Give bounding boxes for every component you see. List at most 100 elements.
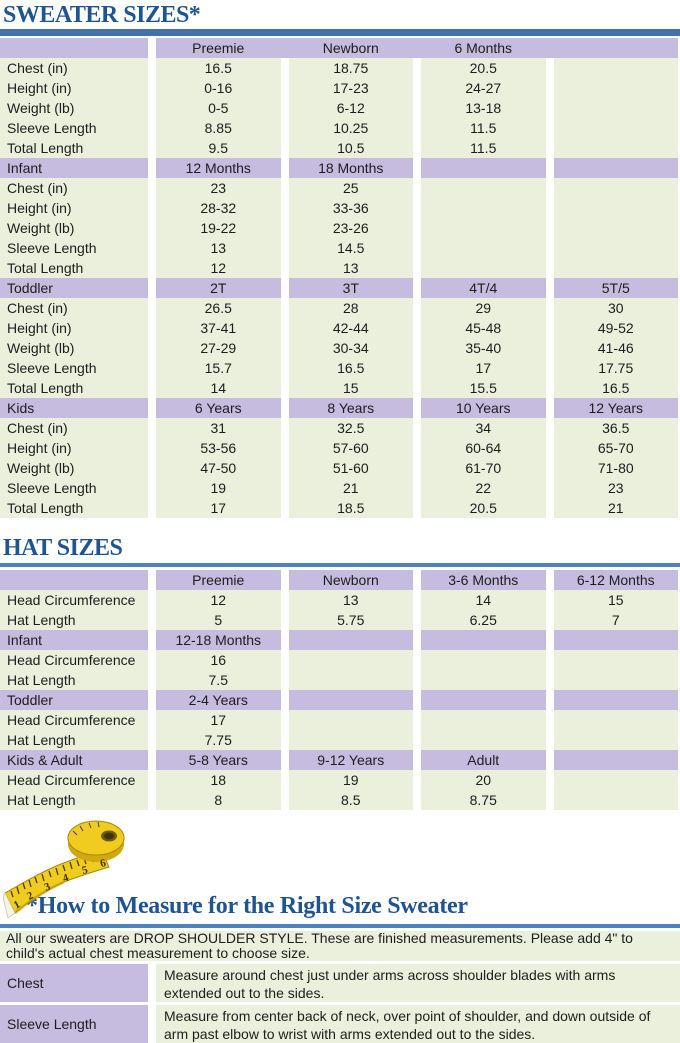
value-cell: 71-80: [553, 458, 678, 478]
value-cell: 31: [156, 418, 281, 438]
row-label-cell: Chest (in): [0, 418, 148, 438]
row-label-cell: Weight (lb): [0, 218, 148, 238]
row-label-cell: Sleeve Length: [0, 118, 148, 138]
value-cell: 9.5: [156, 138, 281, 158]
value-cell: 32.5: [288, 418, 413, 438]
value-cell: 0-5: [156, 98, 281, 118]
sweater-heading-rule: [0, 29, 680, 36]
size-header-cell: 3T: [288, 278, 413, 298]
sleeve-measure-row: Sleeve Length Measure from center back o…: [0, 1005, 680, 1043]
value-cell: 16: [156, 650, 281, 670]
value-cell: 24-27: [421, 78, 546, 98]
table-row: Height (in) 28-32 33-36: [0, 198, 678, 218]
chest-measure-row: Chest Measure around chest just under ar…: [0, 964, 680, 1002]
section-label-cell: Infant: [0, 158, 148, 178]
value-cell: 8: [156, 790, 281, 810]
table-row: Chest (in) 16.5 18.75 20.5: [0, 58, 678, 78]
row-label-cell: Sleeve Length: [0, 478, 148, 498]
value-cell: 37-41: [156, 318, 281, 338]
value-cell: 53-56: [156, 438, 281, 458]
value-cell: [553, 218, 678, 238]
value-cell: 27-29: [156, 338, 281, 358]
sweater-kids-header-row: Kids 6 Years 8 Years 10 Years 12 Years: [0, 398, 678, 418]
section-label-cell: Toddler: [0, 690, 148, 710]
value-cell: [421, 258, 546, 278]
tape-number: 3: [43, 880, 53, 893]
value-cell: [553, 118, 678, 138]
row-label-cell: Sleeve Length: [0, 358, 148, 378]
row-label-cell: Weight (lb): [0, 458, 148, 478]
value-cell: [421, 218, 546, 238]
value-cell: 61-70: [421, 458, 546, 478]
value-cell: 17: [421, 358, 546, 378]
value-cell: 47-50: [156, 458, 281, 478]
size-header-cell: 12 Months: [156, 158, 281, 178]
value-cell: 12: [156, 258, 281, 278]
table-row: Chest (in) 23 25: [0, 178, 678, 198]
value-cell: [553, 238, 678, 258]
how-to-measure-section: 1 2 3 4 5 6 *How to Measure for the Righ…: [0, 810, 680, 1043]
size-header-cell: 2T: [156, 278, 281, 298]
table-row: Height (in) 53-56 57-60 60-64 65-70: [0, 438, 678, 458]
value-cell: 5.75: [288, 610, 413, 630]
value-cell: 13: [156, 238, 281, 258]
table-row: Sleeve Length 8.85 10.25 11.5: [0, 118, 678, 138]
size-header-cell: [288, 630, 413, 650]
value-cell: [288, 670, 413, 690]
table-row: Sleeve Length 19 21 22 23: [0, 478, 678, 498]
size-header-cell: 6-12 Months: [553, 570, 678, 590]
size-header-cell: [554, 38, 679, 58]
value-cell: 8.75: [421, 790, 546, 810]
table-row: Hat Length 7.5: [0, 670, 678, 690]
value-cell: 57-60: [288, 438, 413, 458]
row-label-cell: Sleeve Length: [0, 238, 148, 258]
value-cell: 10.5: [288, 138, 413, 158]
value-cell: 17-23: [288, 78, 413, 98]
value-cell: 33-36: [288, 198, 413, 218]
size-header-cell: 9-12 Years: [288, 750, 413, 770]
row-label-cell: Hat Length: [0, 610, 148, 630]
hat-sizes-heading: HAT SIZES: [3, 535, 123, 561]
sweater-sizes-heading: SWEATER SIZES*: [3, 2, 201, 28]
value-cell: [553, 138, 678, 158]
value-cell: 21: [288, 478, 413, 498]
value-cell: 14.5: [288, 238, 413, 258]
table-row: Head Circumference 17: [0, 710, 678, 730]
size-header-cell: Newborn: [322, 40, 379, 56]
value-cell: 6.25: [421, 610, 546, 630]
value-cell: 0-16: [156, 78, 281, 98]
value-cell: 23-26: [288, 218, 413, 238]
value-cell: 35-40: [421, 338, 546, 358]
value-cell: 19-22: [156, 218, 281, 238]
row-label-cell: Weight (lb): [0, 98, 148, 118]
value-cell: [421, 670, 546, 690]
sweater-sizes-table: Preemie Newborn 6 Months Chest (in) 16.5…: [0, 38, 678, 518]
value-cell: 17: [156, 498, 281, 518]
row-label-cell: Total Length: [0, 498, 148, 518]
value-cell: [553, 770, 678, 790]
value-cell: 13: [288, 590, 413, 610]
table-row: Head Circumference 12 13 14 15: [0, 590, 678, 610]
size-header-cell: 4T/4: [421, 278, 546, 298]
value-cell: 17: [156, 710, 281, 730]
section-label-cell: Kids & Adult: [0, 750, 148, 770]
value-cell: 19: [156, 478, 281, 498]
value-cell: 30: [553, 298, 678, 318]
tape-number: 6: [99, 857, 107, 870]
row-label-cell: Head Circumference: [0, 710, 148, 730]
table-row: Chest (in) 31 32.5 34 36.5: [0, 418, 678, 438]
value-cell: 5: [156, 610, 281, 630]
value-cell: 20.5: [421, 58, 546, 78]
row-label-cell: Hat Length: [0, 790, 148, 810]
value-cell: 14: [421, 590, 546, 610]
size-header-cell: Preemie: [192, 40, 245, 56]
sweater-infant-header-row: Infant 12 Months 18 Months: [0, 158, 678, 178]
value-cell: 15: [288, 378, 413, 398]
measuring-tape-icon: 1 2 3 4 5 6: [2, 817, 131, 919]
value-cell: 23: [553, 478, 678, 498]
value-cell: [553, 650, 678, 670]
value-cell: 20: [421, 770, 546, 790]
row-label-cell: Chest (in): [0, 178, 148, 198]
value-cell: 13: [288, 258, 413, 278]
table-row: Total Length 12 13: [0, 258, 678, 278]
